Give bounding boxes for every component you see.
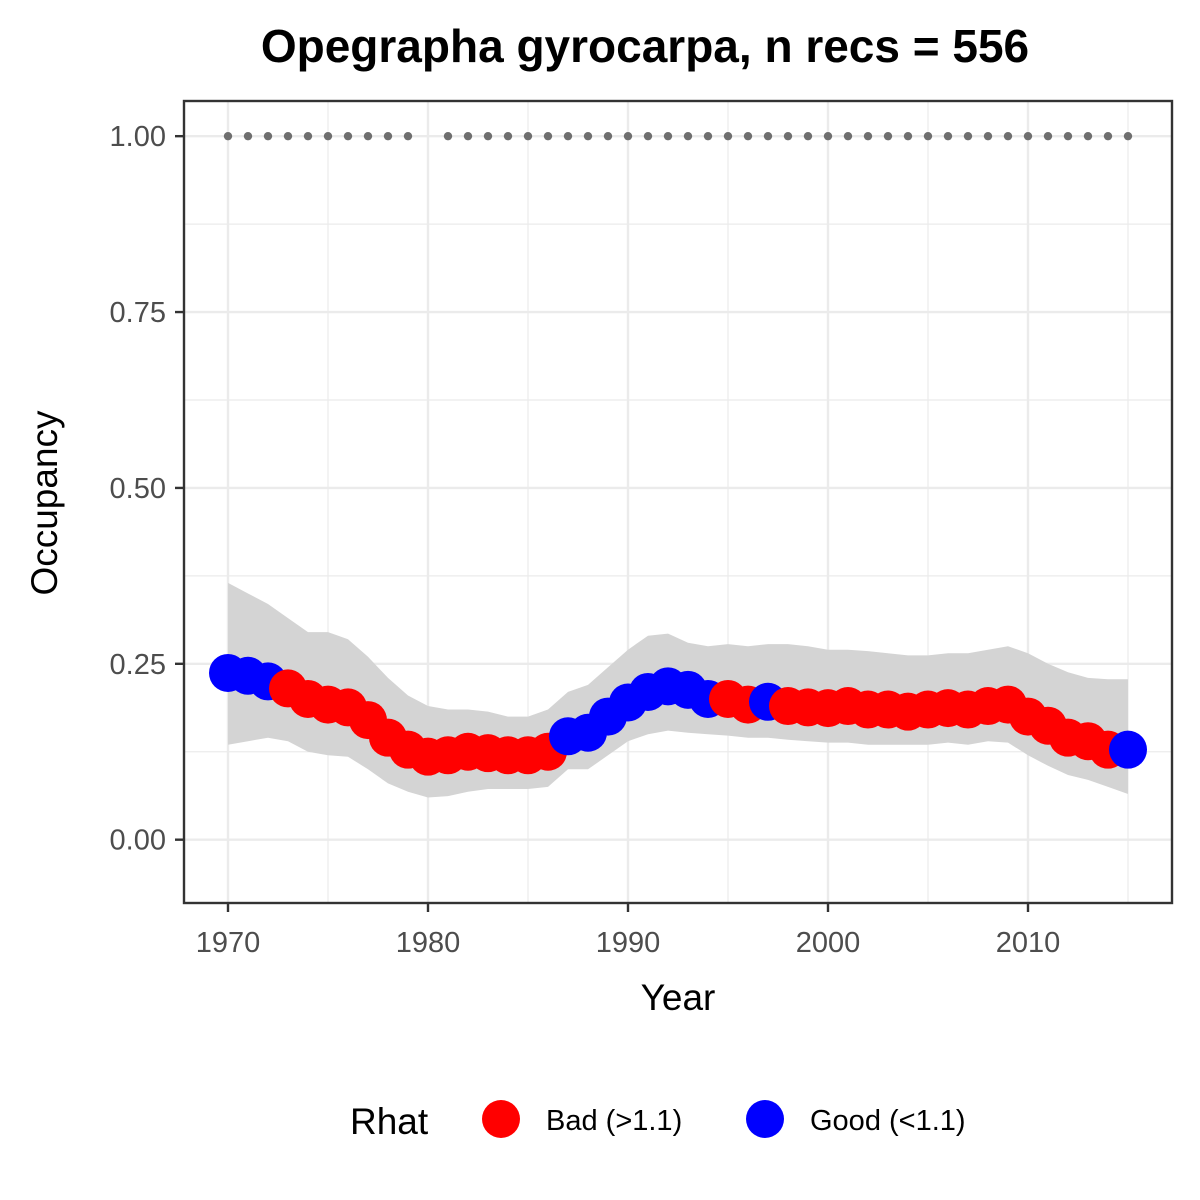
record-year-dot	[1103, 131, 1113, 141]
y-axis: 0.00 0.25 0.50 0.75 1.00	[110, 121, 184, 857]
record-year-dot	[1043, 131, 1053, 141]
x-tick-label: 2010	[996, 927, 1061, 959]
legend-label-bad: Bad (>1.1)	[546, 1105, 682, 1137]
record-year-dot	[983, 131, 993, 141]
legend-swatch-good	[746, 1100, 784, 1138]
record-year-dot	[223, 131, 233, 141]
record-year-dot	[643, 131, 653, 141]
record-year-dot	[963, 131, 973, 141]
record-year-dot	[543, 131, 553, 141]
x-tick-label: 1990	[596, 927, 661, 959]
x-tick-label: 2000	[796, 927, 861, 959]
record-year-dot	[683, 131, 693, 141]
record-year-dot	[1023, 131, 1033, 141]
record-year-dot	[603, 131, 613, 141]
record-year-points	[223, 131, 1133, 141]
plot-panel	[184, 101, 1172, 903]
record-year-dot	[843, 131, 853, 141]
y-tick-label: 0.50	[110, 473, 166, 505]
legend: Rhat Bad (>1.1) Good (<1.1)	[350, 1100, 966, 1142]
record-year-dot	[1003, 131, 1013, 141]
record-year-dot	[1083, 131, 1093, 141]
record-year-dot	[563, 131, 573, 141]
record-year-dot	[923, 131, 933, 141]
record-year-dot	[363, 131, 373, 141]
legend-label-good: Good (<1.1)	[810, 1105, 966, 1137]
record-year-dot	[343, 131, 353, 141]
legend-title: Rhat	[350, 1101, 429, 1142]
x-axis-title: Year	[641, 977, 716, 1018]
data-point-good	[1109, 730, 1147, 769]
record-year-dot	[723, 131, 733, 141]
record-year-dot	[243, 131, 253, 141]
record-year-dot	[463, 131, 473, 141]
occupancy-points	[209, 653, 1147, 776]
x-axis: 1970 1980 1990 2000 2010	[196, 903, 1061, 959]
record-year-dot	[523, 131, 533, 141]
record-year-dot	[383, 131, 393, 141]
record-year-dot	[743, 131, 753, 141]
record-year-dot	[283, 131, 293, 141]
record-year-dot	[883, 131, 893, 141]
record-year-dot	[1063, 131, 1073, 141]
record-year-dot	[303, 131, 313, 141]
legend-swatch-bad	[482, 1100, 520, 1138]
record-year-dot	[403, 131, 413, 141]
record-year-dot	[663, 131, 673, 141]
y-tick-label: 0.75	[110, 297, 166, 329]
record-year-dot	[623, 131, 633, 141]
record-year-dot	[443, 131, 453, 141]
record-year-dot	[943, 131, 953, 141]
record-year-dot	[803, 131, 813, 141]
x-tick-label: 1980	[396, 927, 461, 959]
panel-border-layer	[182, 99, 1174, 905]
record-year-dot	[323, 131, 333, 141]
chart-title: Opegrapha gyrocarpa, n recs = 556	[261, 20, 1029, 72]
y-tick-label: 0.25	[110, 649, 166, 681]
record-year-dot	[583, 131, 593, 141]
record-year-dot	[703, 131, 713, 141]
panel-border	[182, 99, 1174, 905]
record-year-dot	[783, 131, 793, 141]
record-year-dot	[1123, 131, 1133, 141]
record-year-dot	[263, 131, 273, 141]
y-tick-label: 1.00	[110, 121, 166, 153]
record-year-dot	[903, 131, 913, 141]
y-tick-label: 0.00	[110, 825, 166, 857]
record-year-dot	[483, 131, 493, 141]
x-tick-label: 1970	[196, 927, 261, 959]
record-year-dot	[863, 131, 873, 141]
record-year-dot	[823, 131, 833, 141]
y-axis-title: Occupancy	[24, 410, 65, 596]
panel-background	[184, 101, 1172, 903]
record-year-dot	[503, 131, 513, 141]
record-year-dot	[763, 131, 773, 141]
